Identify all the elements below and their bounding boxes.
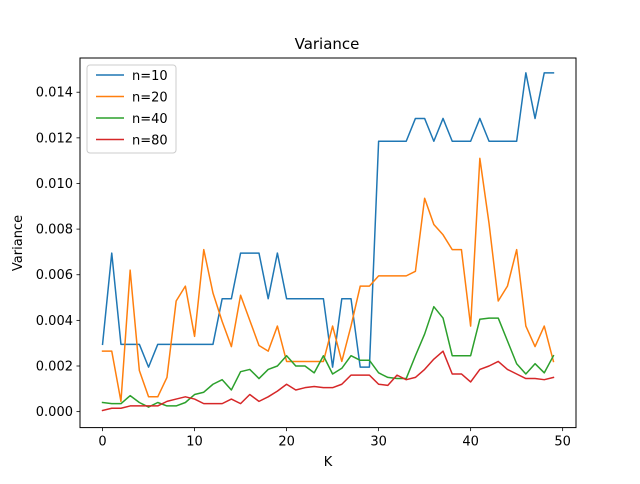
legend-box — [86, 64, 177, 154]
x-tick-label: 10 — [186, 435, 203, 450]
x-axis-ticks: 0 10 20 30 40 50 — [98, 427, 571, 450]
x-tick-label: 40 — [462, 435, 479, 450]
series-line-n-10 — [101, 72, 555, 368]
x-tick-label: 30 — [370, 435, 387, 450]
y-tick-label: 0.006 — [36, 268, 73, 283]
x-tick-label: 20 — [278, 435, 295, 450]
series-line-n-40 — [101, 305, 555, 408]
series-layer — [101, 72, 555, 412]
y-axis-label: Variance — [11, 215, 26, 271]
x-tick-label: 0 — [98, 435, 106, 450]
x-tick-label: 50 — [554, 435, 571, 450]
legend-entries: n=10 n=20 n=40 n=80 — [96, 69, 168, 149]
legend-label-n-20: n=20 — [132, 91, 168, 106]
y-tick-label: 0.012 — [36, 131, 73, 146]
legend: n=10 n=20 n=40 n=80 — [86, 64, 177, 154]
series-line-n-20 — [101, 157, 555, 403]
y-tick-label: 0.008 — [36, 223, 73, 238]
y-axis-ticks: 0.000 0.002 0.004 0.006 0.008 0.010 0.012 0.014 — [36, 86, 80, 420]
y-tick-label: 0.010 — [36, 177, 73, 192]
chart-title: Variance — [295, 35, 360, 53]
y-tick-label: 0.002 — [36, 360, 73, 375]
y-tick-label: 0.004 — [36, 314, 73, 329]
legend-label-n-80: n=80 — [132, 134, 168, 149]
y-tick-label: 0.014 — [36, 86, 73, 101]
series-line-n-80 — [101, 350, 555, 412]
legend-label-n-40: n=40 — [132, 112, 168, 127]
legend-label-n-10: n=10 — [132, 69, 168, 84]
y-tick-label: 0.000 — [36, 405, 73, 420]
x-axis-label: K — [324, 455, 333, 470]
plot-area-frame — [79, 57, 577, 429]
